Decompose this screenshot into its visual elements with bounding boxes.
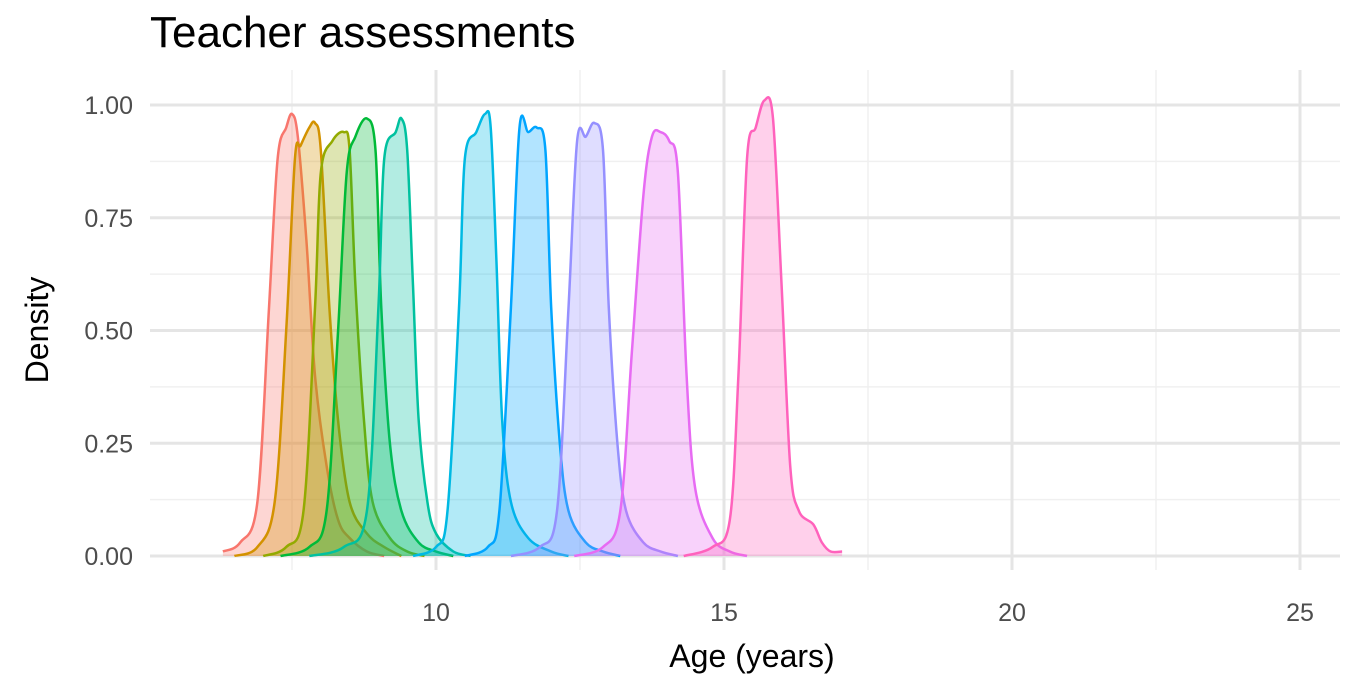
grid-major — [150, 70, 1340, 570]
density-line-7 — [464, 114, 621, 558]
density-area-2 — [234, 121, 402, 556]
x-tick-label: 20 — [998, 599, 1026, 627]
density-line-8 — [510, 121, 679, 558]
density-line-5 — [308, 116, 471, 558]
density-area-1 — [222, 113, 385, 556]
y-tick-label: 0.50 — [84, 318, 133, 346]
density-line-4 — [280, 117, 454, 558]
density-area-3 — [263, 131, 425, 556]
density-line-3 — [262, 130, 425, 558]
chart-title: Teacher assessments — [150, 8, 576, 57]
density-area-9 — [574, 130, 747, 557]
x-tick-label: 25 — [1286, 599, 1314, 627]
density-line-10 — [683, 96, 843, 558]
y-axis-title: Density — [19, 277, 55, 384]
y-tick-label: 0.75 — [84, 205, 133, 233]
density-line-6 — [412, 109, 569, 558]
x-tick-label: 10 — [422, 599, 450, 627]
density-area-6 — [413, 111, 569, 556]
x-tick-labels: 10 15 20 25 — [422, 599, 1314, 627]
density-area-8 — [510, 122, 678, 557]
density-area-7 — [464, 115, 621, 557]
y-tick-labels: 0.00 0.25 0.50 0.75 1.00 — [84, 92, 133, 571]
y-tick-label: 1.00 — [84, 92, 133, 120]
x-axis-title: Age (years) — [669, 638, 834, 674]
y-tick-label: 0.25 — [84, 430, 133, 458]
density-area-4 — [280, 118, 454, 557]
series-layer — [222, 96, 843, 558]
density-area-10 — [683, 97, 843, 557]
density-area-5 — [309, 117, 471, 557]
x-tick-label: 15 — [710, 599, 738, 627]
y-tick-label: 0.00 — [84, 543, 133, 571]
density-line-9 — [573, 128, 748, 558]
density-line-2 — [233, 120, 402, 558]
density-line-1 — [222, 112, 385, 558]
